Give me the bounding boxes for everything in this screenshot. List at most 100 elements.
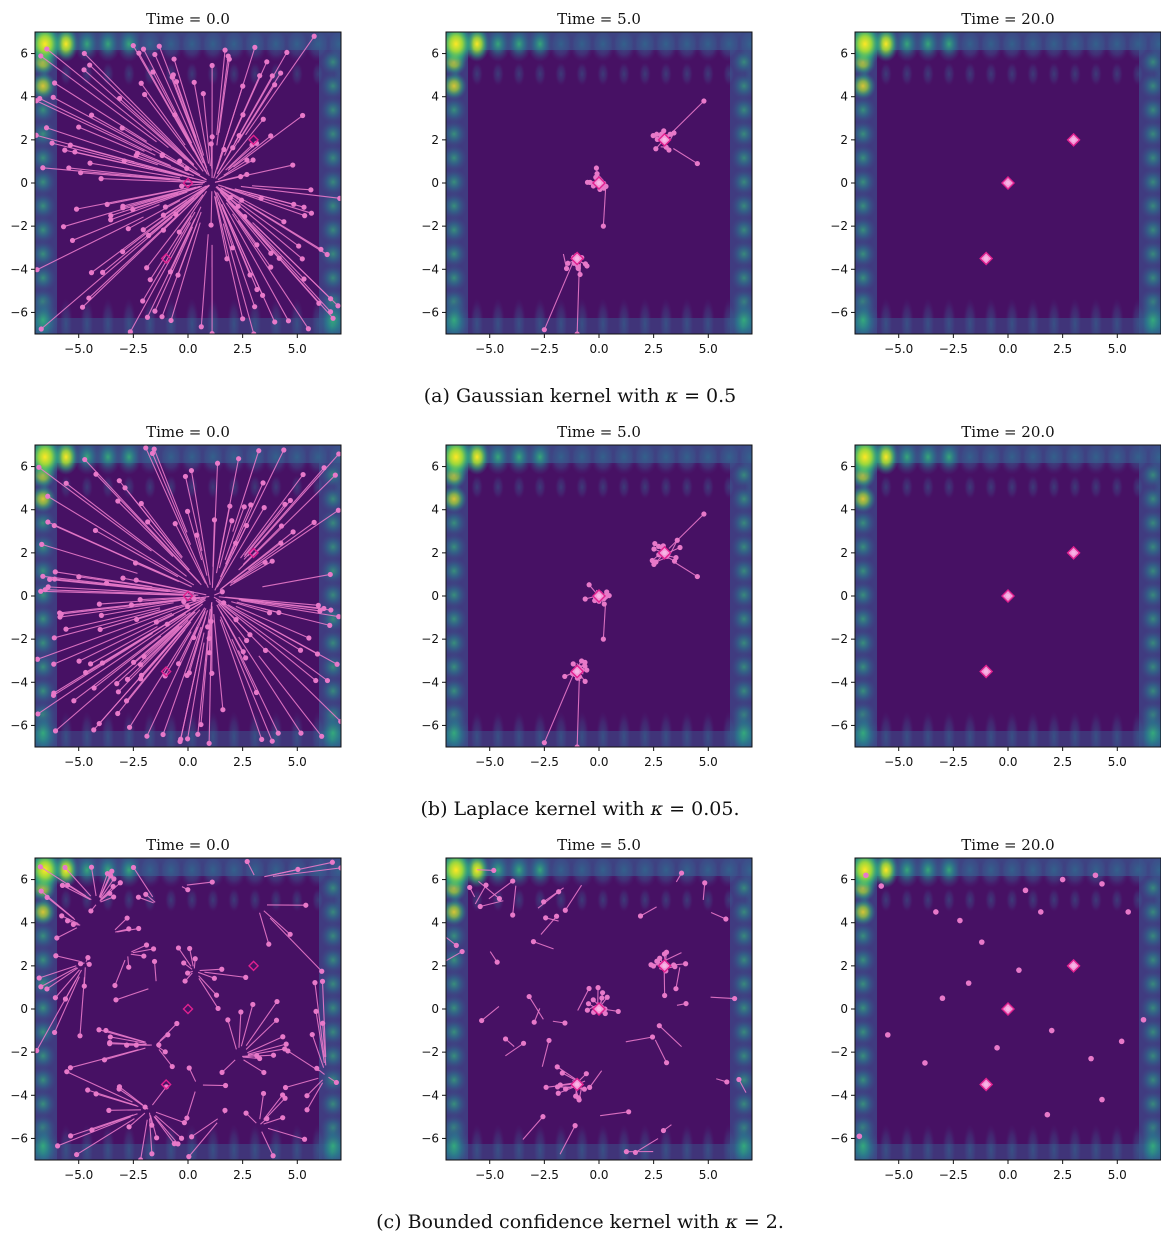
particle	[604, 994, 610, 1000]
particle	[126, 926, 132, 932]
particle-velocity	[237, 220, 272, 268]
particle-velocity	[193, 611, 206, 638]
x-tick-label: 5.0	[699, 755, 718, 769]
particle-velocity	[129, 222, 191, 333]
contour-bump	[284, 445, 310, 475]
particle	[238, 197, 245, 203]
particle	[258, 195, 264, 201]
contour-bump	[320, 144, 341, 172]
y-tick-label: 2	[431, 133, 439, 147]
contour-bump	[95, 445, 121, 475]
particle-velocity	[217, 599, 301, 651]
particle	[89, 1127, 95, 1133]
particle	[133, 577, 139, 583]
particle-velocity	[215, 458, 240, 574]
contour-bump	[1140, 874, 1161, 902]
particle	[62, 996, 69, 1002]
particle	[553, 913, 560, 919]
contour-bump	[1006, 475, 1018, 499]
particle-velocity	[48, 586, 199, 596]
particle	[541, 327, 547, 333]
contour-bump	[632, 445, 658, 475]
y-tick-label: 0	[20, 176, 28, 190]
y-tick-label: 6	[20, 460, 28, 474]
particle-velocity	[178, 947, 192, 967]
contour-bump	[179, 445, 205, 475]
contour-bump	[470, 1124, 484, 1160]
contour-bump	[922, 888, 934, 912]
x-tick-label: 2.5	[644, 1168, 663, 1182]
particle	[175, 945, 182, 951]
contour-bump	[855, 509, 876, 537]
particle-velocity	[315, 1011, 325, 1064]
target-center	[1071, 137, 1076, 143]
particle-velocity	[39, 98, 156, 156]
particle	[304, 1107, 310, 1113]
particle	[582, 663, 588, 669]
particle	[145, 232, 152, 239]
particle	[117, 880, 123, 886]
contour-bump	[60, 888, 72, 912]
particle-velocity	[154, 54, 204, 164]
panel-r0-c0: Time = 0.0 −5.0 −2.5 0.0 2.5 5.0 6 4 2 0 −2 −4 −6	[10, 10, 342, 356]
y-tick-label: 6	[20, 873, 28, 887]
particle	[53, 953, 59, 959]
caption-kappa: κ	[665, 385, 679, 407]
contour-bump	[35, 240, 56, 268]
particle-velocity	[158, 1049, 173, 1067]
contour-bump	[653, 445, 679, 475]
particle-velocity	[240, 474, 304, 559]
particle	[701, 511, 707, 517]
particle	[520, 1040, 527, 1046]
particle	[76, 658, 82, 664]
panel-r1-c2: Time = 20.0 −5.0 −2.5 0.0 2.5 5.0 6 4 2 0 −2 −4 −6	[830, 423, 1161, 769]
particle	[576, 1097, 582, 1103]
contour-bump	[446, 1124, 470, 1160]
contour-bump	[978, 445, 1004, 475]
y-tick-label: −2	[421, 219, 439, 233]
contour-bump	[1104, 445, 1130, 475]
contour-bump	[879, 1124, 893, 1160]
contour-bump	[446, 711, 470, 747]
particle	[332, 472, 338, 478]
particle	[205, 624, 211, 630]
contour-bump	[942, 711, 956, 747]
particle	[280, 1115, 286, 1121]
y-tick-label: −6	[830, 1131, 848, 1145]
contour-bump	[144, 475, 156, 499]
particle	[126, 724, 133, 730]
particle-velocity	[675, 967, 681, 989]
contour-bump	[35, 677, 56, 705]
contour-bump	[731, 1042, 752, 1070]
particle	[327, 309, 334, 315]
particle	[35, 1048, 40, 1054]
contour-bump	[165, 475, 177, 499]
particle-velocity	[140, 82, 186, 146]
particle-velocity	[212, 519, 216, 567]
contour-bump	[618, 62, 630, 86]
contour-bump	[1005, 1124, 1019, 1160]
particle	[184, 1115, 190, 1121]
particle	[124, 676, 131, 682]
y-tick-label: 2	[20, 546, 28, 560]
target-marker	[248, 960, 260, 972]
particle	[585, 1001, 592, 1007]
particle	[186, 1154, 192, 1160]
particle	[308, 187, 314, 193]
contour-bump	[446, 1018, 467, 1046]
contour-bump	[1047, 1124, 1061, 1160]
particle	[213, 992, 220, 998]
particle	[36, 975, 42, 981]
particle	[250, 157, 256, 163]
particle	[302, 213, 308, 219]
contour-bump	[731, 120, 752, 148]
particle	[453, 942, 459, 948]
particle-velocity	[132, 948, 154, 954]
particle-velocity	[232, 450, 260, 532]
contour-bump	[1068, 711, 1082, 747]
particle	[599, 995, 605, 1001]
particle	[555, 1090, 561, 1096]
contour-bump	[122, 298, 136, 334]
particle	[98, 176, 104, 182]
contour-bump	[35, 922, 56, 950]
